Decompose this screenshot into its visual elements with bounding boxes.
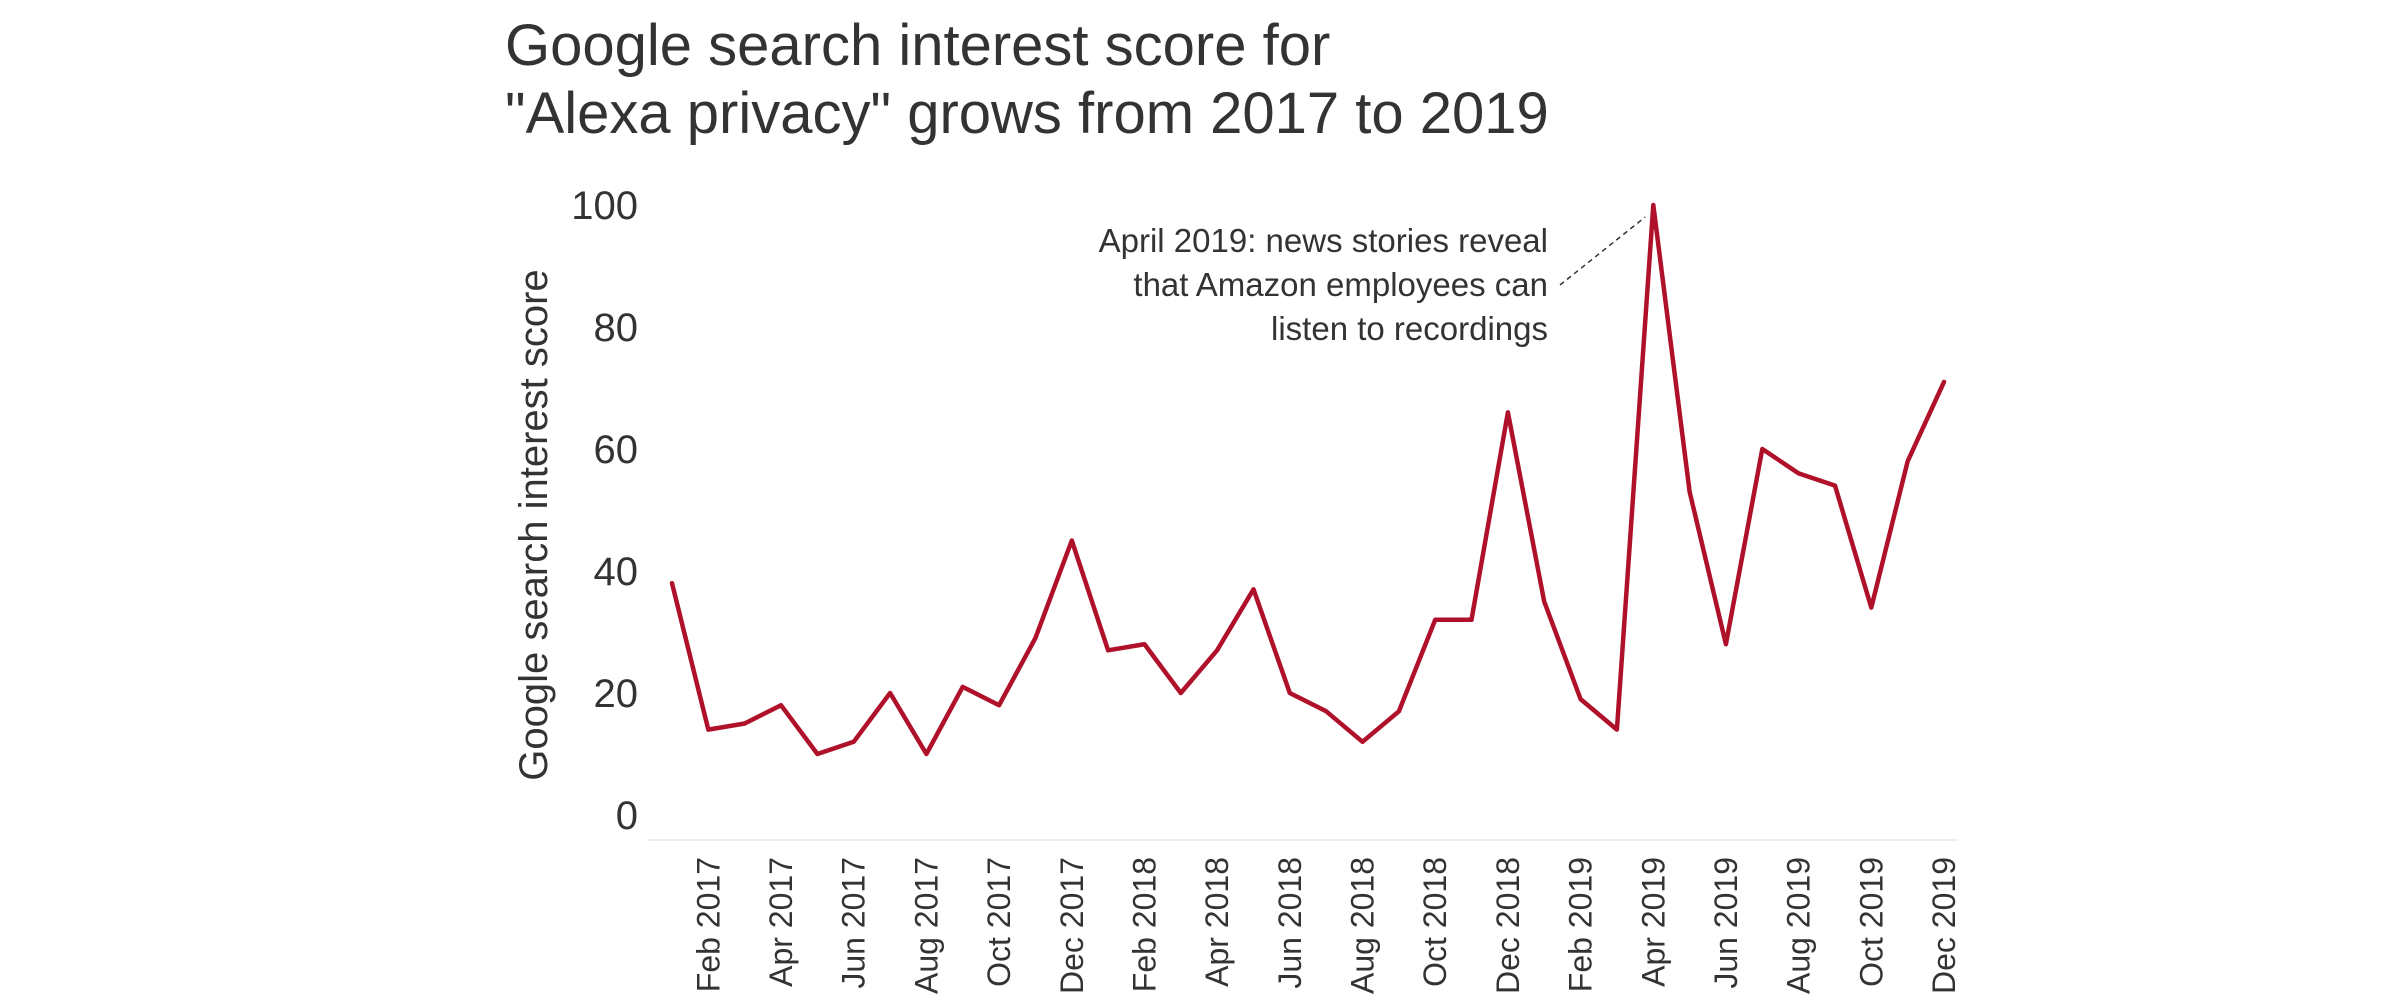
x-tick-label: Dec 2017 bbox=[1054, 857, 1090, 994]
x-tick-label: Apr 2019 bbox=[1635, 857, 1671, 987]
x-tick-label: Aug 2017 bbox=[908, 857, 944, 994]
annotation: April 2019: news stories reveal that Amaz… bbox=[1099, 222, 1548, 347]
x-tick-label: Oct 2017 bbox=[981, 857, 1017, 987]
y-axis: 0 20 40 60 80 100 bbox=[571, 184, 638, 838]
y-tick-label: 100 bbox=[571, 184, 638, 228]
y-tick-label: 60 bbox=[594, 428, 639, 472]
chart-title-line-2: "Alexa privacy" grows from 2017 to 2019 bbox=[505, 81, 1549, 146]
x-tick-label: Aug 2018 bbox=[1345, 857, 1381, 994]
annotation-text-line: that Amazon employees can bbox=[1133, 266, 1548, 303]
x-tick-label: Oct 2019 bbox=[1853, 857, 1889, 987]
x-axis: Feb 2017 Apr 2017 Jun 2017 Aug 2017 Oct 2017… bbox=[690, 857, 1962, 994]
y-axis-label: Google search interest score bbox=[512, 269, 556, 780]
annotation-leader-line bbox=[1559, 216, 1646, 286]
chart-title-line-1: Google search interest score for bbox=[505, 13, 1331, 78]
annotation-text-line: April 2019: news stories reveal bbox=[1099, 222, 1548, 259]
x-tick-label: Dec 2018 bbox=[1490, 857, 1526, 994]
x-tick-label: Aug 2019 bbox=[1781, 857, 1817, 994]
y-tick-label: 40 bbox=[594, 550, 639, 594]
annotation-text-line: listen to recordings bbox=[1271, 310, 1548, 347]
y-tick-label: 0 bbox=[616, 794, 638, 838]
x-tick-label: Dec 2019 bbox=[1926, 857, 1962, 994]
y-tick-label: 80 bbox=[594, 306, 639, 350]
x-tick-label: Apr 2017 bbox=[763, 857, 799, 987]
x-tick-label: Jun 2017 bbox=[836, 857, 872, 989]
series-line bbox=[669, 202, 1947, 757]
x-tick-label: Apr 2018 bbox=[1199, 857, 1235, 987]
x-tick-label: Oct 2018 bbox=[1417, 857, 1453, 987]
y-tick-label: 20 bbox=[594, 672, 639, 716]
x-tick-label: Feb 2017 bbox=[690, 857, 726, 992]
x-tick-label: Jun 2019 bbox=[1708, 857, 1744, 989]
x-tick-label: Feb 2019 bbox=[1563, 857, 1599, 992]
x-tick-label: Jun 2018 bbox=[1272, 857, 1308, 989]
x-tick-label: Feb 2018 bbox=[1126, 857, 1162, 992]
